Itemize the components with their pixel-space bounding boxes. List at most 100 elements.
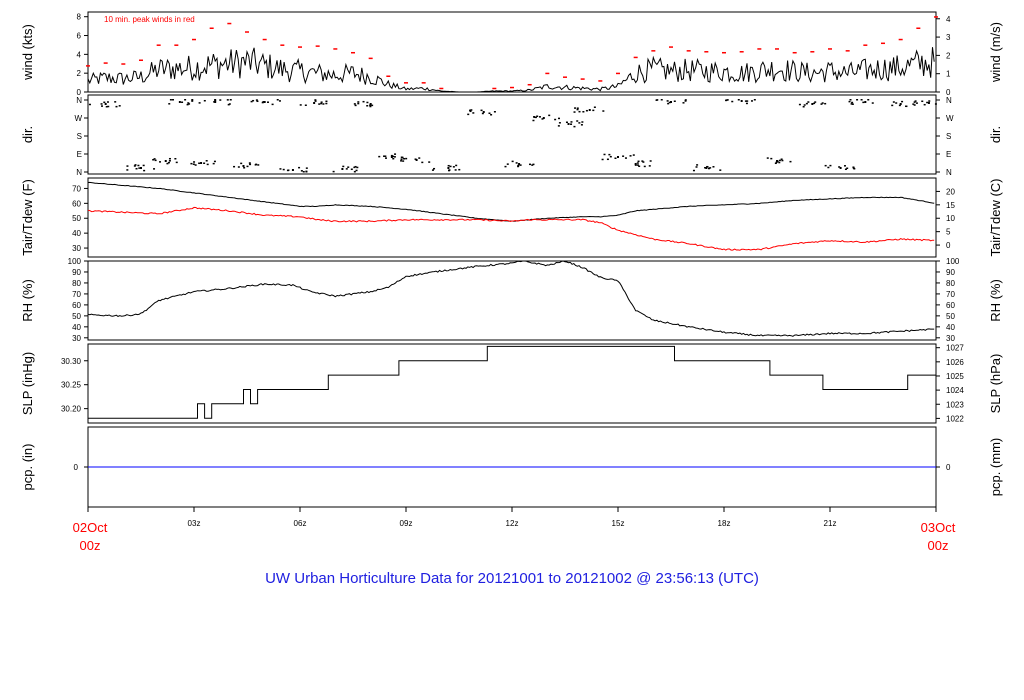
direction-point [705,167,708,169]
direction-point [187,102,190,104]
direction-point [531,164,534,166]
direction-point [447,167,450,169]
direction-point [684,99,687,101]
direction-point [862,101,865,104]
direction-point [472,112,475,114]
y-tick-label-right: 1025 [946,372,964,381]
direction-point [892,101,895,103]
direction-point [167,161,170,164]
direction-point [706,165,709,168]
direction-point [811,103,814,105]
panel-frame [87,94,937,175]
direction-point [198,162,201,165]
direction-point [517,164,520,167]
direction-point [262,101,265,103]
direction-point [899,103,902,105]
wind-peak-point [792,51,797,54]
direction-point [392,155,395,158]
direction-point [921,100,924,103]
direction-point [898,104,901,107]
direction-point [745,102,748,105]
direction-point [168,157,171,160]
direction-point [191,100,194,102]
direction-point [778,159,781,162]
direction-point [401,156,404,159]
direction-point [190,162,193,165]
y-axis-label-left: dir. [20,126,35,143]
wind-annotation: 10 min. peak winds in red [104,15,195,24]
direction-point [452,166,455,168]
direction-point [414,158,417,160]
direction-point [617,156,619,158]
direction-point [383,155,386,157]
wind-peak-point [121,63,126,65]
direction-point [100,103,103,105]
direction-point [660,99,663,101]
direction-point [257,164,260,166]
direction-point [203,162,206,164]
direction-point [753,99,756,101]
direction-point [88,103,91,106]
direction-point [766,157,769,159]
direction-point [271,103,274,106]
direction-point [506,163,509,165]
direction-point [573,125,576,128]
direction-point [519,164,522,166]
direction-point [213,101,216,103]
direction-point [538,116,541,118]
y-tick-label: N [76,96,82,105]
y-axis-label-left: Tair/Tdew (F) [20,179,35,256]
y-tick-label: 60 [72,301,81,310]
direction-point [153,168,156,170]
x-tick-label: 21z [824,519,837,528]
direction-point [228,103,231,105]
direction-point [314,100,317,102]
wind-peak-point [916,27,921,29]
direction-point [750,100,753,102]
wind-peak-point [280,44,285,46]
direction-point [226,99,229,101]
direction-point [118,105,121,107]
y-tick-label: N [76,168,82,177]
direction-point [851,103,854,105]
direction-point [115,105,118,108]
direction-point [318,103,321,105]
wind-peak-point [527,83,532,86]
direction-point [684,100,687,102]
y-tick-label-right: 1022 [946,414,964,423]
direction-point [934,103,937,105]
y-tick-label-right: 0 [946,88,951,97]
direction-point [390,156,393,158]
direction-point [480,109,483,112]
direction-point [798,103,801,106]
wind-peak-point [775,48,779,50]
direction-point [827,166,830,169]
direction-point [347,166,350,168]
direction-point [266,101,269,103]
direction-point [536,115,539,118]
direction-point [707,167,710,170]
y-tick-label-right: 5 [946,228,951,237]
direction-point [369,104,372,106]
direction-point [402,160,405,162]
direction-point [606,158,609,161]
direction-point [356,166,359,169]
wind-peak-point [156,44,161,46]
wind-peak-point [828,48,832,50]
direction-point [448,169,451,171]
direction-point [302,171,305,173]
direction-point [852,167,855,169]
y-tick-label-right: 1 [946,70,951,79]
direction-point [558,122,561,124]
direction-point [174,157,177,160]
y-tick-label: 70 [72,290,81,299]
wind-peak-point [845,50,850,52]
y-tick-label: 2 [77,69,82,78]
wind-peak-point [368,57,373,60]
wind-peak-point [492,87,497,90]
direction-point [636,162,639,164]
direction-point [107,105,110,108]
direction-point [532,163,535,166]
wind-peak-point [139,59,143,61]
direction-point [103,101,106,104]
